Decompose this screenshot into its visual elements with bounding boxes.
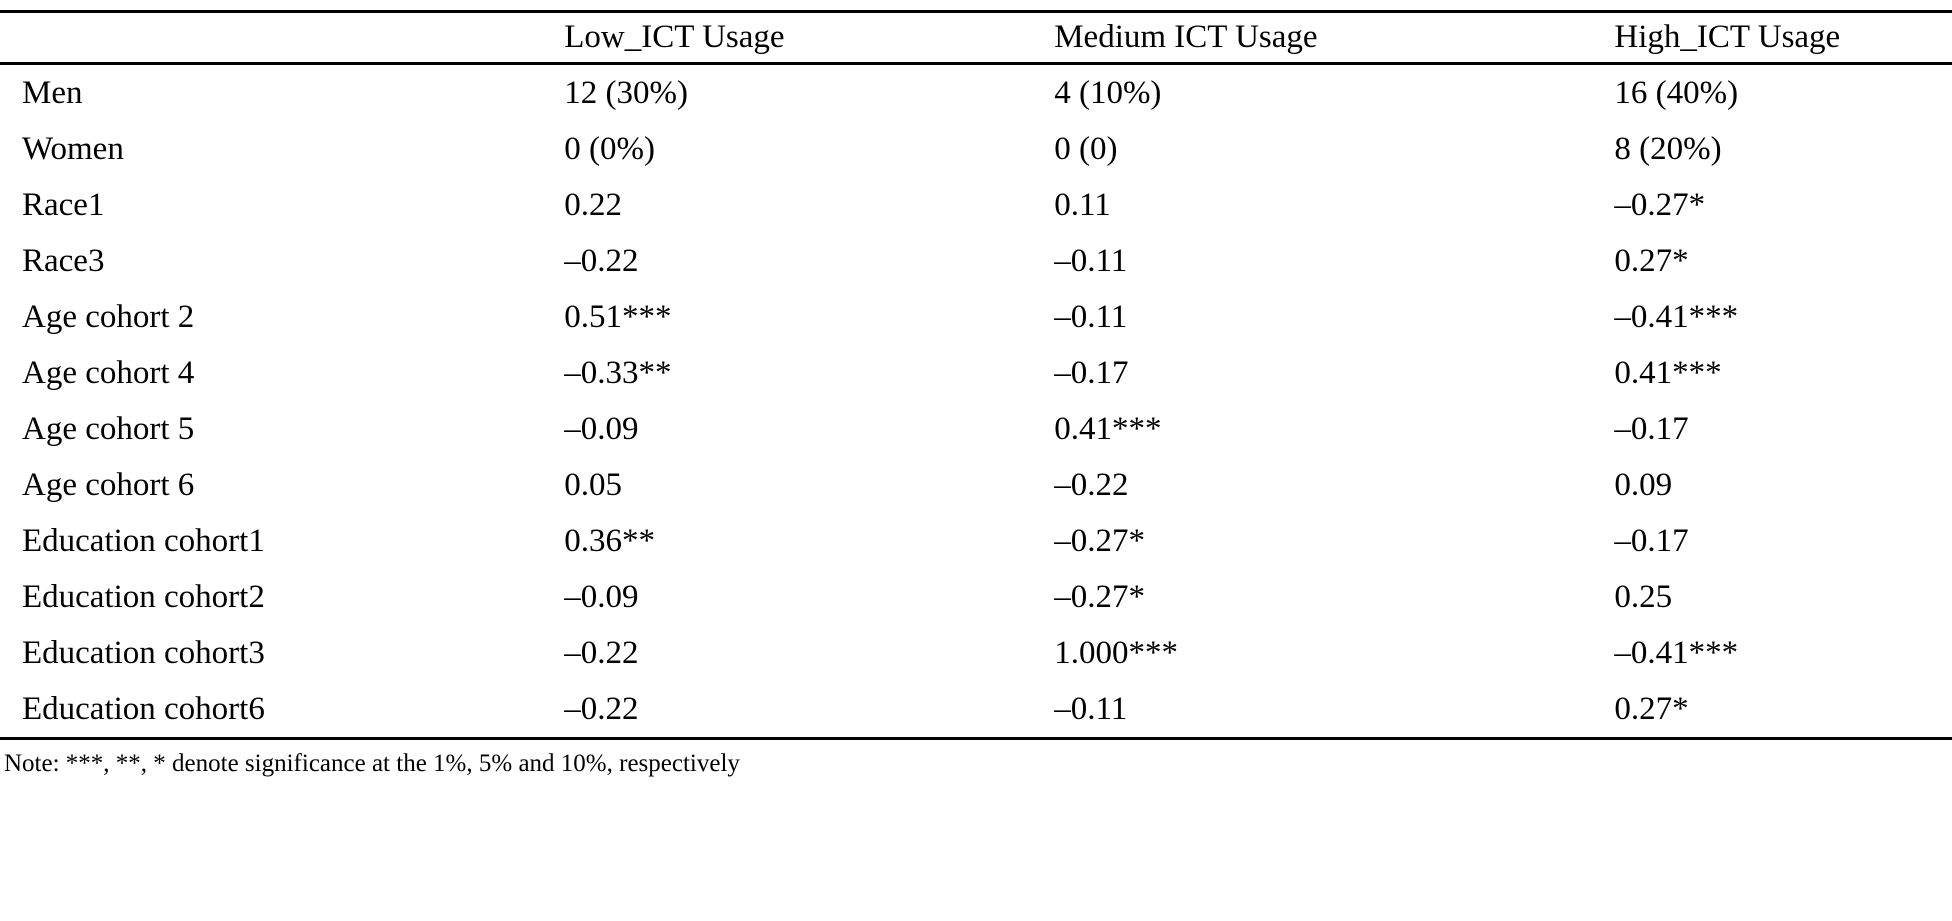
table-row: Education cohort2 –0.09 –0.27* 0.25 xyxy=(0,569,1952,625)
table-row: Age cohort 2 0.51*** –0.11 –0.41*** xyxy=(0,289,1952,345)
cell-high: 0.09 xyxy=(1614,467,1673,503)
cell-high: –0.41*** xyxy=(1614,635,1739,671)
cell-low: 0.22 xyxy=(564,187,623,223)
row-label: Age cohort 2 xyxy=(22,299,195,335)
row-label: Education cohort3 xyxy=(22,635,265,671)
cell-medium: 4 (10%) xyxy=(1054,75,1162,111)
cell-medium: 1.000*** xyxy=(1054,635,1178,671)
cell-low: 12 (30%) xyxy=(564,75,688,111)
cell-high: 0.27* xyxy=(1614,691,1689,727)
cell-high: 0.41*** xyxy=(1614,355,1722,391)
cell-medium: –0.11 xyxy=(1054,243,1128,279)
cell-medium: 0.11 xyxy=(1054,187,1111,223)
row-label: Education cohort1 xyxy=(22,523,265,559)
table-row: Women 0 (0%) 0 (0) 8 (20%) xyxy=(0,121,1952,177)
header-cell-high-ict: High_ICT Usage xyxy=(1614,19,1841,55)
cell-high: –0.17 xyxy=(1614,411,1689,447)
cell-medium: –0.27* xyxy=(1054,523,1145,559)
row-label: Age cohort 5 xyxy=(22,411,195,447)
cell-low: –0.09 xyxy=(564,579,639,615)
cell-high: 16 (40%) xyxy=(1614,75,1739,111)
table-row: Education cohort6 –0.22 –0.11 0.27* xyxy=(0,681,1952,739)
table-header: Low_ICT Usage Medium ICT Usage High_ICT … xyxy=(0,11,1952,64)
table-row: Age cohort 5 –0.09 0.41*** –0.17 xyxy=(0,401,1952,457)
table-body: Men 12 (30%) 4 (10%) 16 (40%) Women 0 (0… xyxy=(0,64,1952,739)
ict-usage-table: Low_ICT Usage Medium ICT Usage High_ICT … xyxy=(0,10,1952,740)
cell-high: –0.41*** xyxy=(1614,299,1739,335)
cell-medium: –0.11 xyxy=(1054,299,1128,335)
cell-low: 0.36** xyxy=(564,523,656,559)
row-label: Race3 xyxy=(22,243,105,279)
row-label: Women xyxy=(22,131,124,167)
row-label: Age cohort 6 xyxy=(22,467,195,503)
cell-medium: –0.17 xyxy=(1054,355,1129,391)
table-row: Education cohort3 –0.22 1.000*** –0.41**… xyxy=(0,625,1952,681)
cell-low: –0.22 xyxy=(564,635,639,671)
row-label: Age cohort 4 xyxy=(22,355,195,391)
header-cell-medium-ict: Medium ICT Usage xyxy=(1054,19,1318,55)
row-label: Race1 xyxy=(22,187,105,223)
cell-low: 0 (0%) xyxy=(564,131,655,167)
table-row: Age cohort 4 –0.33** –0.17 0.41*** xyxy=(0,345,1952,401)
header-cell-low-ict: Low_ICT Usage xyxy=(564,19,785,55)
row-label: Education cohort2 xyxy=(22,579,265,615)
cell-high: 0.27* xyxy=(1614,243,1689,279)
table-row: Age cohort 6 0.05 –0.22 0.09 xyxy=(0,457,1952,513)
table-row: Race1 0.22 0.11 –0.27* xyxy=(0,177,1952,233)
cell-medium: 0.41*** xyxy=(1054,411,1162,447)
cell-medium: –0.27* xyxy=(1054,579,1145,615)
cell-low: 0.05 xyxy=(564,467,623,503)
cell-low: –0.22 xyxy=(564,243,639,279)
cell-low: –0.33** xyxy=(564,355,672,391)
table-row: Race3 –0.22 –0.11 0.27* xyxy=(0,233,1952,289)
header-cell-empty xyxy=(0,12,558,64)
cell-high: –0.17 xyxy=(1614,523,1689,559)
cell-medium: –0.22 xyxy=(1054,467,1129,503)
significance-note: Note: ***, **, * denote significance at … xyxy=(4,750,740,777)
cell-high: 0.25 xyxy=(1614,579,1673,615)
cell-low: –0.22 xyxy=(564,691,639,727)
row-label: Education cohort6 xyxy=(22,691,265,727)
table-row: Men 12 (30%) 4 (10%) 16 (40%) xyxy=(0,64,1952,122)
row-label: Men xyxy=(22,75,83,111)
header-row: Low_ICT Usage Medium ICT Usage High_ICT … xyxy=(0,11,1952,64)
cell-high: 8 (20%) xyxy=(1614,131,1722,167)
cell-medium: –0.11 xyxy=(1054,691,1128,727)
cell-low: –0.09 xyxy=(564,411,639,447)
cell-medium: 0 (0) xyxy=(1054,131,1118,167)
cell-low: 0.51*** xyxy=(564,299,672,335)
table-row: Education cohort1 0.36** –0.27* –0.17 xyxy=(0,513,1952,569)
paper-table-section: Low_ICT Usage Medium ICT Usage High_ICT … xyxy=(0,10,1952,777)
cell-high: –0.27* xyxy=(1614,187,1706,223)
